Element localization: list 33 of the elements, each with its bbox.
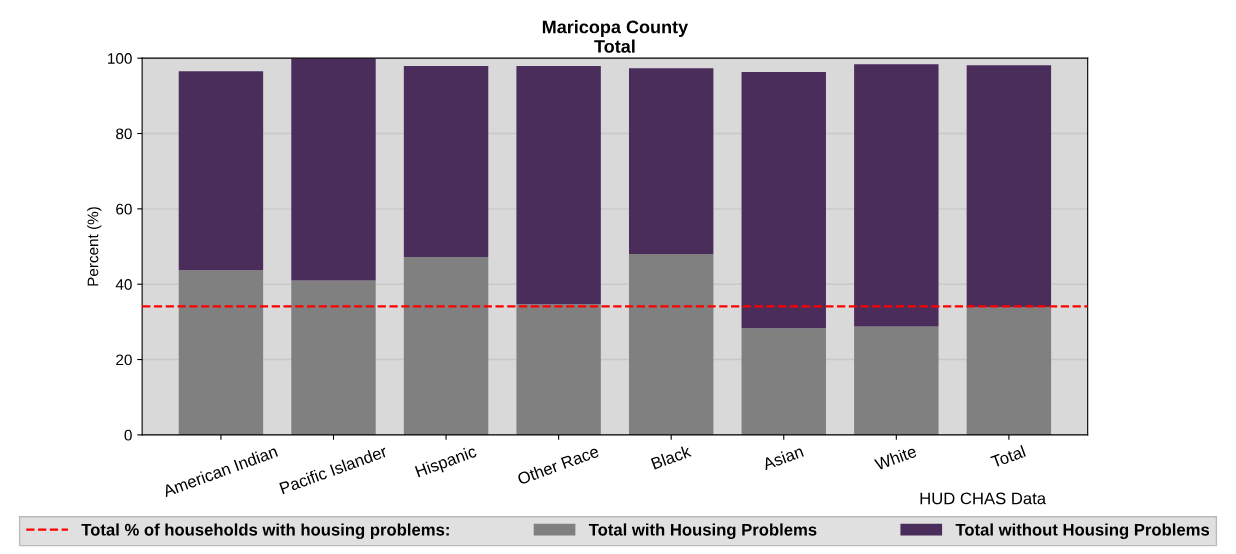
bar bbox=[291, 280, 376, 435]
legend-label: Total with Housing Problems bbox=[588, 523, 817, 539]
bar bbox=[403, 257, 489, 435]
x-tick-label: Black bbox=[650, 444, 692, 470]
y-tick-label: 100 bbox=[108, 53, 132, 64]
bar bbox=[291, 58, 376, 281]
x-tick-label: Total bbox=[990, 444, 1026, 469]
bar bbox=[854, 326, 939, 435]
y-axis-title: Percent (%) bbox=[87, 207, 102, 286]
bar bbox=[178, 270, 264, 435]
legend-label: Total without Housing Problems bbox=[955, 523, 1210, 539]
x-tick-label: Other Race bbox=[516, 444, 600, 485]
bar bbox=[178, 71, 264, 271]
y-tick-label: 40 bbox=[115, 279, 132, 290]
y-tick-label: 20 bbox=[116, 354, 132, 366]
bar bbox=[403, 66, 489, 258]
x-tick-label: Asian bbox=[761, 444, 804, 471]
bar bbox=[741, 328, 826, 435]
y-tick-label: 60 bbox=[116, 203, 132, 215]
bar bbox=[966, 307, 1052, 435]
bar bbox=[516, 66, 601, 305]
chart-title: Maricopa County Total bbox=[542, 20, 689, 53]
text: HUD CHAS Data bbox=[920, 492, 1047, 505]
legend-label: Total % of households with housing problems: bbox=[81, 523, 449, 539]
bar bbox=[628, 68, 714, 255]
bar bbox=[741, 72, 826, 329]
bar bbox=[628, 254, 714, 435]
y-tick-label: 0 bbox=[124, 429, 132, 441]
bar bbox=[516, 304, 601, 435]
bar bbox=[854, 64, 939, 327]
y-tick-label: 80 bbox=[116, 128, 132, 140]
bar bbox=[966, 65, 1052, 308]
x-tick-label: White bbox=[873, 444, 918, 471]
